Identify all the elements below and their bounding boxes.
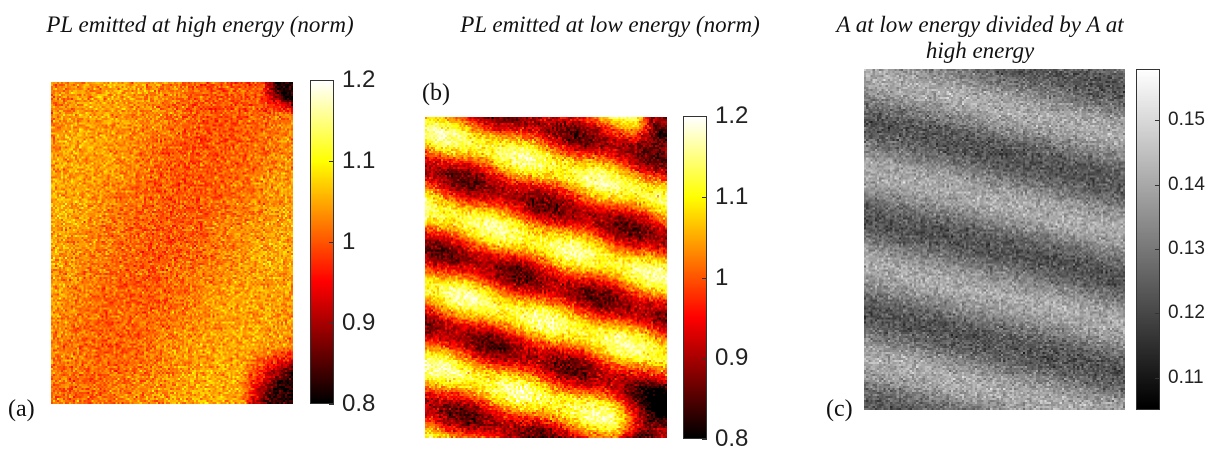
panel-c-title: A at low energy divided by A at high ene… [836,12,1124,63]
colorbar-tick-mark [702,116,707,117]
colorbar-tick-label: 0.8 [715,425,749,452]
panel-a: PL emitted at high energy (norm) (a) 0.8… [0,0,410,455]
colorbar-tick-label: 0.14 [1168,173,1205,195]
colorbar-tick-label: 1 [342,228,356,255]
colorbar-tick-label: 0.9 [342,309,376,336]
colorbar-tick-label: 0.9 [715,344,749,372]
colorbar-tick-label: 1 [715,263,729,291]
colorbar-tick-label: 1.1 [715,182,749,210]
colorbar-tick-mark [702,277,707,279]
panel-a-title: PL emitted at high energy (norm) [46,12,354,37]
colorbar-tick-label: 0.8 [342,390,376,417]
panel-b-title: PL emitted at low energy (norm) [460,12,760,37]
colorbar-tick-mark [1155,313,1160,315]
colorbar-tick-mark [329,404,334,405]
colorbar-tick-mark [329,80,334,81]
colorbar-tick-label: 0.11 [1168,366,1204,388]
colorbar-tick-mark [329,323,334,324]
colorbar-tick-mark [1155,120,1160,122]
colorbar-tick-label: 0.15 [1168,109,1205,131]
panel-b-label: (b) [422,80,450,106]
colorbar-tick-label: 1.1 [342,147,376,174]
panel-c: A at low energy divided by A at high ene… [810,0,1225,455]
colorbar-tick-mark [1155,377,1160,379]
colorbar-tick-mark [702,196,707,198]
colorbar-tick-label: 0.13 [1168,238,1205,260]
panel-b: PL emitted at low energy (norm) (b) 0.8 0… [410,0,810,455]
colorbar-tick-mark [329,161,334,162]
panel-a-heatmap [51,82,293,404]
colorbar-tick-label: 1.2 [342,66,376,93]
colorbar-tick-label: 0.12 [1168,302,1205,324]
panel-b-heatmap [425,117,667,438]
panel-c-label: (c) [826,396,853,422]
colorbar-tick-mark [702,358,707,360]
colorbar-tick-mark [702,439,707,440]
panel-a-label: (a) [8,396,35,422]
panel-c-heatmap [864,69,1125,410]
panel-c-colorbar [1136,69,1160,410]
colorbar-tick-mark [329,242,334,243]
colorbar-tick-mark [1155,249,1160,251]
colorbar-tick-label: 1.2 [715,102,749,129]
colorbar-tick-mark [1155,184,1160,186]
